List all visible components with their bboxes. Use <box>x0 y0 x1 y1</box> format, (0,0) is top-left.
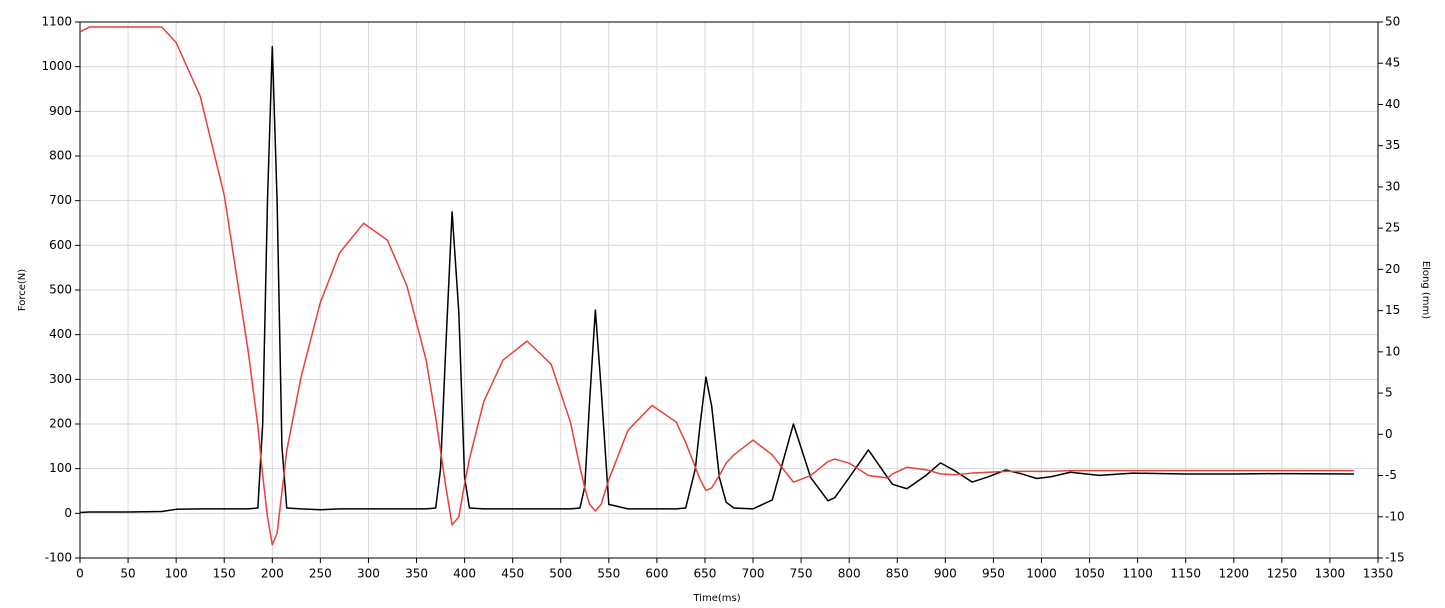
y-tick-label: -100 <box>45 551 72 565</box>
x-tick-label: 900 <box>934 567 957 581</box>
x-tick-label: 1000 <box>1026 567 1057 581</box>
x-tick-label: 500 <box>549 567 572 581</box>
y-axis-label: Force(N) <box>17 269 28 311</box>
x-tick-label: 800 <box>838 567 861 581</box>
y2-tick-label: 20 <box>1385 262 1400 276</box>
y-tick-label: 1100 <box>41 15 72 29</box>
x-tick-label: 1150 <box>1170 567 1201 581</box>
x-tick-label: 1100 <box>1122 567 1153 581</box>
y2-tick-label: 5 <box>1385 386 1393 400</box>
y-tick-label: 300 <box>49 372 72 386</box>
y-tick-label: 1000 <box>41 59 72 73</box>
x-tick-label: 950 <box>982 567 1005 581</box>
y-tick-label: 0 <box>64 506 72 520</box>
y2-tick-label: 50 <box>1385 15 1400 29</box>
x-tick-label: 400 <box>453 567 476 581</box>
y2-tick-label: 30 <box>1385 179 1400 193</box>
y-tick-label: 500 <box>49 283 72 297</box>
plot-frame <box>79 21 1379 559</box>
y-tick-label: 200 <box>49 417 72 431</box>
y2-axis-label: Elong (mm) <box>1420 261 1431 319</box>
x-tick-label: 450 <box>501 567 524 581</box>
x-tick-label: 250 <box>309 567 332 581</box>
y2-tick-label: -15 <box>1385 551 1405 565</box>
x-tick-label: 1300 <box>1315 567 1346 581</box>
x-tick-label: 50 <box>120 567 135 581</box>
x-tick-label: 1050 <box>1074 567 1105 581</box>
x-tick-label: 600 <box>645 567 668 581</box>
x-tick-label: 1250 <box>1267 567 1298 581</box>
x-tick-label: 550 <box>597 567 620 581</box>
series-line <box>79 26 1354 546</box>
y2-tick-label: -10 <box>1385 509 1405 523</box>
x-tick-label: 300 <box>357 567 380 581</box>
x-tick-label: 150 <box>213 567 236 581</box>
y2-tick-label: 10 <box>1385 344 1400 358</box>
x-tick-label: 0 <box>76 567 84 581</box>
x-tick-label: 350 <box>405 567 428 581</box>
x-tick-label: 200 <box>261 567 284 581</box>
x-tick-label: 750 <box>790 567 813 581</box>
y2-tick-label: 0 <box>1385 427 1393 441</box>
x-tick-label: 100 <box>165 567 188 581</box>
y-tick-label: 800 <box>49 149 72 163</box>
y-tick-label: 700 <box>49 193 72 207</box>
series-line <box>79 45 1354 514</box>
y-tick-label: 600 <box>49 238 72 252</box>
y-tick-label: 100 <box>49 461 72 475</box>
y2-tick-label: 45 <box>1385 56 1400 70</box>
x-axis-label: Time(ms) <box>692 593 740 604</box>
y-tick-label: 400 <box>49 327 72 341</box>
y2-tick-label: 25 <box>1385 221 1400 235</box>
y2-tick-label: 35 <box>1385 138 1400 152</box>
x-tick-label: 1350 <box>1363 567 1394 581</box>
y-tick-label: 900 <box>49 104 72 118</box>
y2-tick-label: 40 <box>1385 97 1400 111</box>
x-tick-label: 1200 <box>1219 567 1250 581</box>
x-tick-label: 850 <box>886 567 909 581</box>
x-tick-label: 700 <box>742 567 765 581</box>
y2-tick-label: 15 <box>1385 303 1400 317</box>
x-tick-label: 650 <box>694 567 717 581</box>
y2-tick-label: -5 <box>1385 468 1397 482</box>
